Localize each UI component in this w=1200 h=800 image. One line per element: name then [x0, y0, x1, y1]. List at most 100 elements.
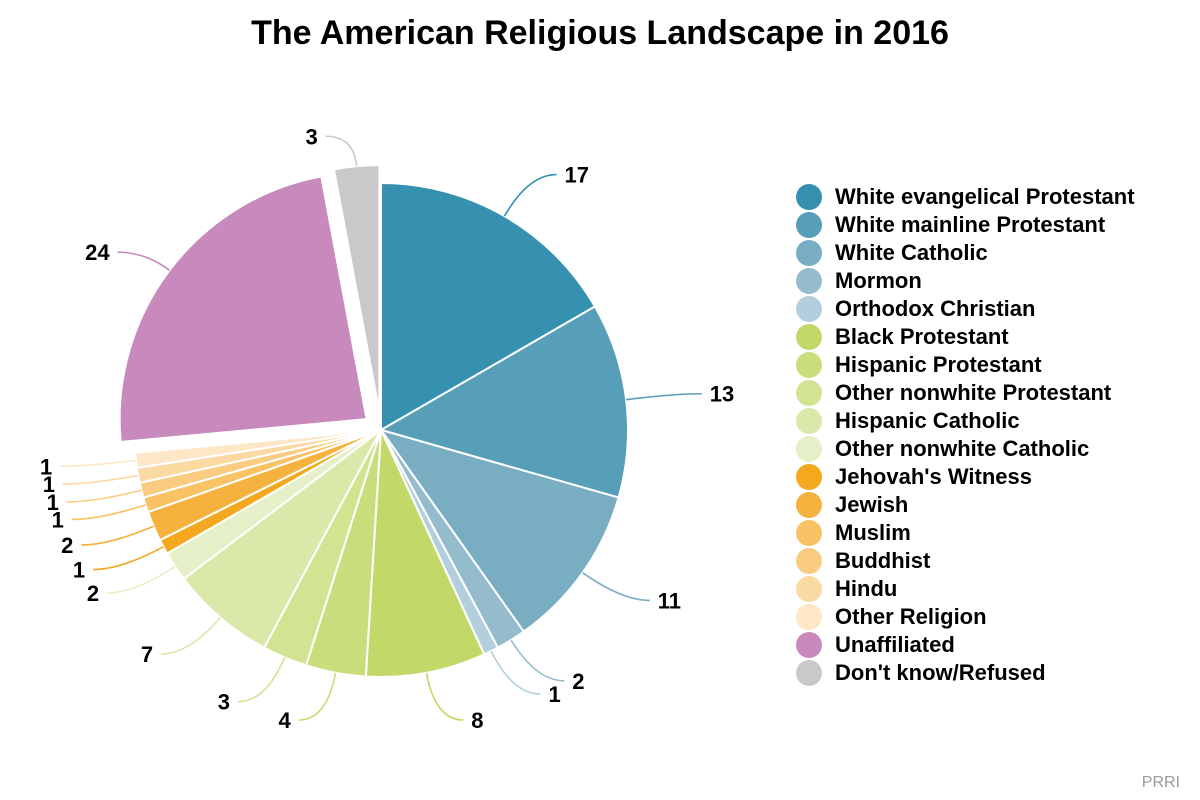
legend-swatch — [796, 520, 822, 546]
value-label-white-mainline-protestant: 13 — [710, 382, 734, 407]
leader-line-other-nonwhite-protestant — [237, 657, 286, 703]
leader-line-white-mainline-protestant — [626, 392, 702, 401]
value-label-mormon: 2 — [572, 669, 584, 694]
legend-swatch — [796, 492, 822, 518]
value-label-white-catholic: 11 — [658, 588, 681, 613]
legend-item-hispanic-catholic: Hispanic Catholic — [796, 407, 1135, 435]
value-label-hispanic-catholic: 7 — [141, 642, 153, 667]
legend-item-hindu: Hindu — [796, 575, 1135, 603]
leader-line-white-catholic — [582, 572, 650, 602]
value-label-hispanic-protestant: 4 — [279, 708, 292, 733]
legend-item-buddhist: Buddhist — [796, 547, 1135, 575]
value-label-black-protestant: 8 — [471, 708, 483, 733]
legend-swatch — [796, 380, 822, 406]
pie-slice-white-mainline-protestant — [378, 305, 629, 499]
leader-line-other-religion — [60, 459, 136, 468]
leader-line-unaffiliated — [117, 251, 171, 271]
legend-label: Mormon — [835, 268, 922, 293]
legend-swatch — [796, 212, 822, 238]
legend-swatch — [796, 184, 822, 210]
value-label-buddhist: 1 — [47, 490, 59, 515]
value-label-white-evangelical-protestant: 17 — [565, 163, 589, 188]
leader-line-don-t-know-refused — [325, 135, 358, 167]
pie-slice-other-religion — [133, 429, 382, 470]
pie-slice-hispanic-catholic — [182, 429, 382, 649]
value-label-unaffiliated: 24 — [85, 240, 110, 265]
legend-swatch — [796, 240, 822, 266]
legend-label: Jewish — [835, 492, 909, 517]
legend-swatch — [796, 604, 822, 630]
leader-line-hispanic-protestant — [298, 672, 337, 721]
value-label-other-nonwhite-protestant: 3 — [218, 690, 230, 715]
legend-item-orthodox-christian: Orthodox Christian — [796, 295, 1135, 323]
legend-item-jewish: Jewish — [796, 491, 1135, 519]
value-label-orthodox-christian: 1 — [548, 682, 560, 707]
legend-swatch — [796, 268, 822, 294]
leader-line-black-protestant — [425, 672, 464, 721]
legend-item-white-mainline-protestant: White mainline Protestant — [796, 211, 1135, 239]
legend-swatch — [796, 632, 822, 658]
legend-label: Muslim — [835, 520, 911, 545]
legend-swatch — [796, 576, 822, 602]
legend-item-jehovah-s-witness: Jehovah's Witness — [796, 463, 1135, 491]
legend-label: Jehovah's Witness — [835, 464, 1032, 489]
leader-line-mormon — [510, 639, 565, 682]
pie-slice-unaffiliated — [118, 175, 368, 444]
legend-label: Orthodox Christian — [835, 296, 1036, 321]
legend-label: White Catholic — [835, 240, 988, 265]
leader-line-hindu — [63, 474, 139, 486]
legend-swatch — [796, 464, 822, 490]
legend-item-white-evangelical-protestant: White evangelical Protestant — [796, 183, 1135, 211]
pie-slice-white-evangelical-protestant — [380, 181, 597, 432]
legend-item-hispanic-protestant: Hispanic Protestant — [796, 351, 1135, 379]
legend-item-other-religion: Other Religion — [796, 603, 1135, 631]
value-label-hindu: 1 — [43, 472, 55, 497]
leader-line-buddhist — [66, 489, 142, 503]
legend-label: Unaffiliated — [835, 632, 955, 657]
value-label-jehovah-s-witness: 1 — [73, 558, 85, 583]
legend-label: Don't know/Refused — [835, 660, 1046, 685]
legend-swatch — [796, 548, 822, 574]
value-label-other-religion: 1 — [40, 454, 52, 479]
legend-item-other-nonwhite-catholic: Other nonwhite Catholic — [796, 435, 1135, 463]
leader-line-other-nonwhite-catholic — [107, 565, 176, 594]
legend-label: Hindu — [835, 576, 898, 601]
legend-label: White mainline Protestant — [835, 212, 1106, 237]
leader-line-muslim — [71, 504, 146, 521]
leader-line-hispanic-catholic — [161, 617, 221, 655]
chart-title: The American Religious Landscape in 2016 — [251, 14, 949, 52]
legend-item-mormon: Mormon — [796, 267, 1135, 295]
value-label-muslim: 1 — [52, 507, 64, 532]
legend-label: Other nonwhite Protestant — [835, 380, 1112, 405]
legend-swatch — [796, 352, 822, 378]
legend-item-white-catholic: White Catholic — [796, 239, 1135, 267]
legend-item-muslim: Muslim — [796, 519, 1135, 547]
legend-label: Hispanic Protestant — [835, 352, 1042, 377]
legend-item-unaffiliated: Unaffiliated — [796, 631, 1135, 659]
value-label-other-nonwhite-catholic: 2 — [87, 581, 99, 606]
legend-label: Other Religion — [835, 604, 987, 629]
value-label-jewish: 2 — [61, 533, 73, 558]
leader-line-orthodox-christian — [490, 650, 541, 695]
legend-item-don-t-know-refused: Don't know/Refused — [796, 659, 1135, 687]
leader-line-jehovah-s-witness — [93, 546, 164, 571]
legend-item-other-nonwhite-protestant: Other nonwhite Protestant — [796, 379, 1135, 407]
legend-label: Buddhist — [835, 548, 931, 573]
pie-slice-black-protestant — [364, 429, 486, 678]
legend: White evangelical Protestant White mainli… — [796, 183, 1135, 687]
legend-label: Hispanic Catholic — [835, 408, 1020, 433]
leader-line-white-evangelical-protestant — [503, 173, 557, 217]
pie-slice-white-catholic — [378, 428, 620, 633]
leader-line-jewish — [81, 525, 154, 546]
legend-label: Other nonwhite Catholic — [835, 436, 1090, 461]
legend-swatch — [796, 660, 822, 686]
legend-swatch — [796, 296, 822, 322]
legend-label: Black Protestant — [835, 324, 1009, 349]
legend-swatch — [796, 324, 822, 350]
value-label-don-t-know-refused: 3 — [306, 124, 318, 149]
legend-label: White evangelical Protestant — [835, 184, 1135, 209]
legend-item-black-protestant: Black Protestant — [796, 323, 1135, 351]
legend-swatch — [796, 408, 822, 434]
source-note: PRRI — [1141, 774, 1180, 791]
